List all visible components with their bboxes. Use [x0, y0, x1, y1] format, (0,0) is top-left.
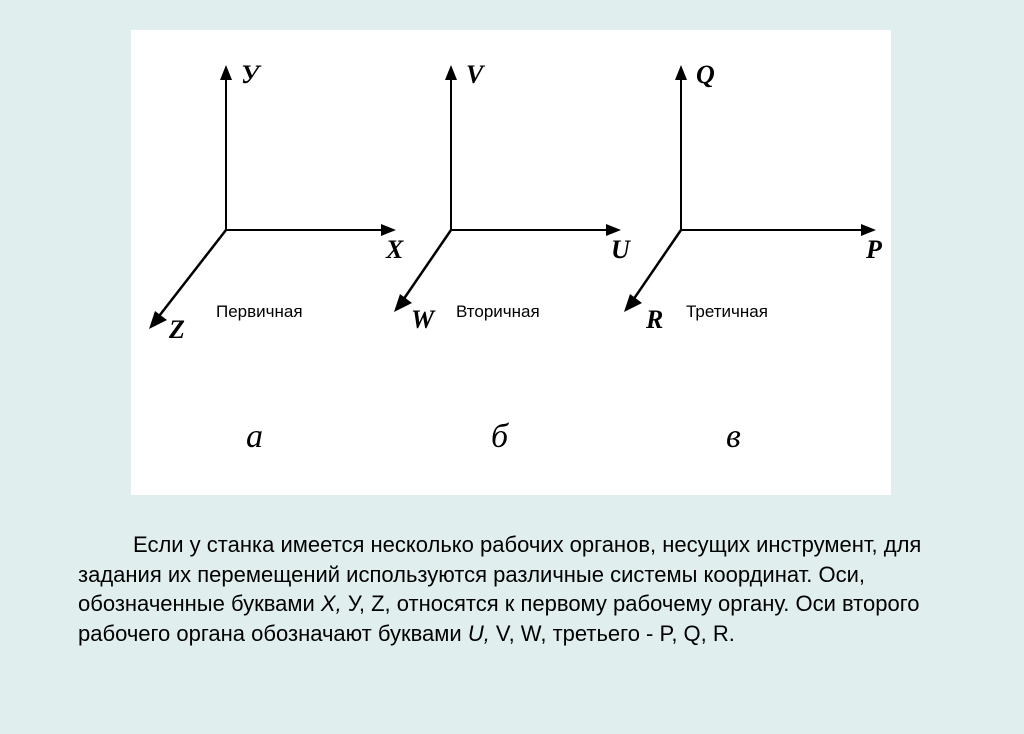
- axis-label-v: V: [466, 60, 483, 90]
- figure-letter-b: б: [491, 418, 508, 456]
- axis-label-r: R: [646, 305, 663, 335]
- caption-secondary: Вторичная: [456, 302, 540, 322]
- figure-panel: У Х Z Первичная а V U W Вторичная б Q P …: [131, 30, 891, 495]
- axis-label-y: У: [241, 60, 259, 90]
- axis-label-z: Z: [169, 315, 185, 345]
- axis-label-q: Q: [696, 60, 715, 90]
- caption-tertiary: Третичная: [686, 302, 768, 322]
- caption-primary: Первичная: [216, 302, 303, 322]
- axis-label-p: P: [866, 235, 882, 265]
- axis-label-w: W: [411, 305, 434, 335]
- body-paragraph: Если у станка имеется несколько рабочих …: [78, 530, 948, 649]
- figure-letter-a: а: [246, 418, 263, 456]
- figure-letter-c: в: [726, 418, 741, 456]
